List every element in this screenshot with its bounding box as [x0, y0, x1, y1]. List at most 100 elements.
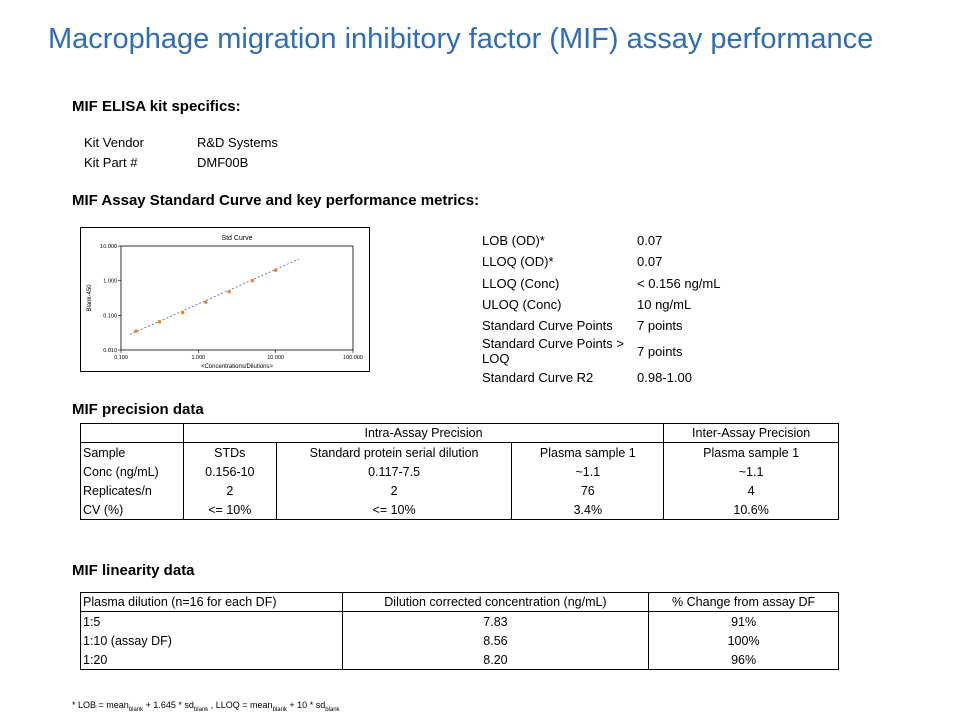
metric-row: Standard Curve R2 0.98-1.00 [482, 366, 720, 387]
footnote-subscript: blank [325, 706, 340, 713]
y-tick-label: 0.100 [103, 313, 117, 319]
linearity-header-row: Plasma dilution (n=16 for each DF) Dilut… [80, 592, 839, 612]
table-cell: 1:5 [80, 611, 343, 631]
metric-value: < 0.156 ng/mL [637, 275, 721, 291]
kit-row: Kit Vendor R&D Systems [84, 132, 278, 152]
kit-value: DMF00B [197, 154, 249, 170]
footnote-text: + 1.645 * sd [143, 700, 194, 710]
y-tick-label: 0.010 [103, 348, 117, 354]
kit-value: R&D Systems [197, 134, 278, 150]
table-cell: 0.117-7.5 [275, 462, 513, 481]
table-cell: 1:10 (assay DF) [80, 631, 343, 650]
table-row: CV (%) <= 10% <= 10% 3.4% 10.6% [80, 500, 839, 520]
metric-label: LOB (OD)* [482, 233, 545, 249]
data-point [157, 320, 162, 324]
x-tick-label: 0.100 [114, 355, 128, 361]
table-cell: 8.20 [341, 650, 650, 670]
column-header: Plasma sample 1 [663, 442, 839, 462]
table-row: Replicates/n 2 2 76 4 [80, 481, 839, 500]
y-tick-label: 10.000 [100, 244, 117, 250]
kit-label: Kit Part # [84, 154, 138, 170]
table-cell: 2 [182, 481, 277, 500]
table-row: 1:10 (assay DF) 8.56 100% [80, 631, 839, 650]
metric-label: Standard Curve Points > LOQ [482, 336, 624, 367]
table-cell: CV (%) [80, 500, 184, 520]
table-cell: 3.4% [511, 500, 665, 520]
data-point [204, 300, 208, 304]
chart-title: Std Curve [221, 235, 252, 242]
column-header: % Change from assay DF [648, 592, 839, 612]
data-point [273, 268, 278, 273]
column-header: Sample [80, 442, 184, 462]
table-cell: 1:20 [80, 650, 343, 670]
fit-line [129, 258, 300, 335]
precision-heading: MIF precision data [72, 401, 204, 418]
table-cell: 7.83 [341, 611, 650, 631]
table-cell: <= 10% [182, 500, 277, 520]
table-cell: ~1.1 [511, 462, 665, 481]
kit-label: Kit Vendor [84, 134, 144, 150]
metric-row: LLOQ (OD)* 0.07 [482, 251, 720, 272]
table-cell: 2 [275, 481, 513, 500]
table-row: 1:20 8.20 96% [80, 650, 839, 670]
metric-value: 0.98-1.00 [637, 369, 692, 385]
table-row: 1:5 7.83 91% [80, 611, 839, 631]
metric-label: LLOQ (Conc) [482, 275, 560, 291]
metric-row: Standard Curve Points > LOQ 7 points [482, 336, 720, 366]
table-cell [80, 423, 184, 443]
linearity-heading: MIF linearity data [72, 562, 195, 579]
y-tick-label: 1.000 [103, 279, 117, 285]
metric-label: ULOQ (Conc) [482, 297, 562, 313]
metric-label: LLOQ (OD)* [482, 254, 554, 270]
metric-row: LOB (OD)* 0.07 [482, 230, 720, 251]
group-inter: Inter-Assay Precision [663, 423, 839, 443]
column-header: Dilution corrected concentration (ng/mL) [341, 592, 650, 612]
x-axis-label: <Concentrations/Dilutions> [201, 364, 274, 370]
column-header: Plasma dilution (n=16 for each DF) [80, 592, 343, 612]
table-row: Conc (ng/mL) 0.156-10 0.117-7.5 ~1.1 ~1.… [80, 462, 839, 481]
table-cell: 4 [663, 481, 839, 500]
metric-value: 10 ng/mL [637, 297, 692, 313]
data-point [227, 289, 231, 294]
table-cell: 10.6% [663, 500, 839, 520]
metrics-table: LOB (OD)* 0.07 LLOQ (OD)* 0.07 LLOQ (Conc)… [482, 230, 720, 388]
table-cell: 91% [648, 611, 839, 631]
metric-label: Standard Curve R2 [482, 369, 594, 385]
table-cell: 0.156-10 [182, 462, 277, 481]
footnote-subscript: blank [193, 706, 209, 713]
y-axis-label: Blank-450 [87, 284, 93, 312]
column-header: Standard protein serial dilution [275, 442, 513, 462]
footnote-text: , LLOQ = mean [208, 700, 273, 710]
precision-table: Intra-Assay Precision Inter-Assay Precis… [80, 423, 839, 520]
metric-value: 7 points [637, 318, 683, 334]
kit-table: Kit Vendor R&D Systems Kit Part # DMF00B [84, 132, 278, 172]
plot-area [120, 245, 354, 351]
kit-heading: MIF ELISA kit specifics: [72, 98, 241, 115]
metric-value: 0.07 [637, 254, 663, 270]
data-point [134, 329, 138, 333]
x-tick-label: 1.000 [191, 355, 205, 361]
metric-row: Standard Curve Points 7 points [482, 315, 720, 336]
table-cell: 8.56 [341, 631, 650, 650]
table-cell: ~1.1 [663, 462, 839, 481]
footnote-subscript: blank [272, 706, 287, 713]
footnote-subscript: blank [128, 706, 144, 713]
footnote-text: * LOB = mean [72, 700, 129, 710]
metric-row: LLOQ (Conc) < 0.156 ng/mL [482, 273, 720, 294]
metric-value: 0.07 [637, 233, 663, 249]
precision-group-row: Intra-Assay Precision Inter-Assay Precis… [80, 423, 839, 443]
column-header: Plasma sample 1 [511, 442, 665, 462]
page-title: Macrophage migration inhibitory factor (… [48, 23, 874, 55]
data-point [250, 278, 255, 283]
table-cell: 96% [648, 650, 839, 670]
standard-curve-chart: Std Curve 0.100 1.000 10.000 100.000 0.010 0.1… [80, 227, 370, 372]
footnote-text: + 10 * sd [286, 700, 326, 710]
precision-header-row: Sample STDs Standard protein serial dilu… [80, 442, 839, 462]
table-cell: 76 [511, 481, 665, 500]
metric-value: 7 points [637, 343, 683, 359]
footnote: * LOB = meanblank + 1.645 * sdblank , LL… [72, 700, 340, 713]
x-tick-label: 10.000 [267, 355, 284, 361]
metric-row: ULOQ (Conc) 10 ng/mL [482, 294, 720, 315]
kit-row: Kit Part # DMF00B [84, 152, 278, 172]
